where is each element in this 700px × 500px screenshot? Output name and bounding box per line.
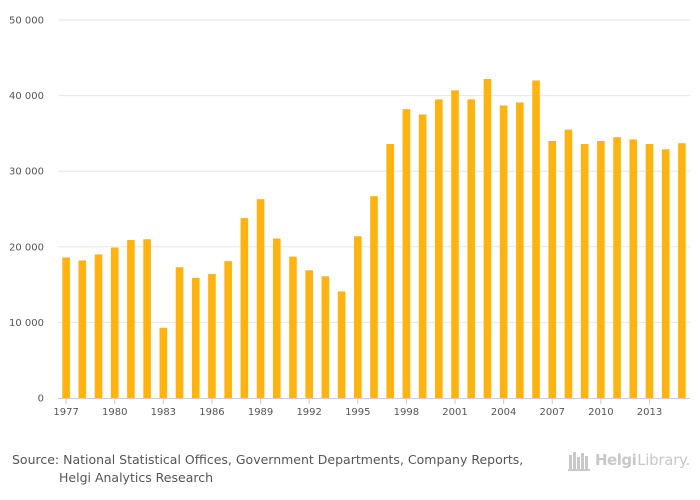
bar-1981 [127, 239, 135, 398]
x-tick-label: 2013 [637, 407, 662, 418]
bars [62, 78, 686, 399]
x-tick-label: 1989 [248, 407, 273, 418]
x-tick-label: 1995 [345, 407, 370, 418]
bar-1995 [353, 236, 362, 398]
bar-1990 [272, 238, 281, 398]
bar-2001 [451, 90, 459, 399]
y-axis: 0 10 000 20 000 30 000 40 000 50 000 [9, 16, 44, 405]
x-tick-label: 1992 [296, 407, 321, 418]
bar-1982 [143, 239, 151, 398]
bar-1996 [370, 196, 378, 398]
bar-2008 [564, 129, 573, 398]
x-tick-label: 2010 [588, 407, 613, 418]
bar-2010 [597, 140, 605, 398]
source-line-2: Helgi Analytics Research [59, 470, 214, 485]
books-icon [568, 452, 590, 471]
bar-1991 [289, 256, 297, 398]
x-tick-label: 2001 [442, 407, 467, 418]
x-axis: 1977 1980 1983 1986 1989 1992 1995 1998 2001 2004… [53, 399, 662, 418]
bar-2007 [548, 140, 557, 398]
bar-1987 [224, 261, 232, 398]
bar-1980 [110, 247, 119, 398]
y-tick-label: 0 [38, 394, 44, 405]
bar-1999 [418, 114, 427, 398]
bar-1986 [208, 274, 216, 398]
bar-1992 [305, 270, 313, 398]
bar-2011 [613, 137, 621, 398]
bar-chart: 0 10 000 20 000 30 000 40 000 50 000 1977 1980… [9, 16, 690, 418]
helgi-library-logo: Helgi Library. [568, 448, 690, 472]
bar-2003 [483, 78, 492, 398]
bar-1988 [240, 218, 249, 398]
bar-2009 [580, 143, 589, 398]
brand-name: Helgi [595, 451, 637, 469]
x-tick-label: 1980 [102, 407, 127, 418]
bar-1978 [78, 260, 87, 398]
bar-1985 [191, 277, 200, 398]
bar-1977 [62, 257, 70, 398]
bar-2014 [661, 149, 670, 398]
bar-2000 [435, 99, 443, 398]
bar-2013 [645, 143, 654, 398]
y-tick-label: 50 000 [9, 16, 44, 27]
y-tick-label: 10 000 [9, 318, 44, 329]
bar-1997 [386, 143, 395, 398]
x-tick-label: 2007 [540, 407, 565, 418]
bar-2006 [532, 80, 540, 398]
x-tick-label: 2004 [491, 407, 516, 418]
bar-2004 [499, 105, 508, 398]
bar-2005 [516, 102, 524, 399]
y-tick-label: 30 000 [9, 167, 44, 178]
x-tick-label: 1998 [394, 407, 419, 418]
bar-1979 [94, 254, 103, 398]
bar-2015 [678, 143, 686, 398]
y-tick-label: 20 000 [9, 242, 44, 253]
bar-1994 [337, 291, 346, 398]
bar-1993 [321, 276, 330, 398]
bar-1998 [402, 109, 411, 398]
source-note: Source: National Statistical Offices, Go… [12, 451, 552, 487]
x-tick-label: 1986 [199, 407, 224, 418]
bar-1984 [175, 267, 184, 398]
y-tick-label: 40 000 [9, 91, 44, 102]
bar-1983 [159, 327, 168, 398]
brand-sub: Library. [637, 451, 690, 469]
bar-1989 [256, 199, 265, 398]
x-tick-label: 1977 [53, 407, 78, 418]
bar-2012 [629, 139, 638, 398]
bar-2002 [467, 99, 476, 398]
source-line-1: Source: National Statistical Offices, Go… [12, 452, 524, 467]
x-tick-label: 1983 [151, 407, 176, 418]
